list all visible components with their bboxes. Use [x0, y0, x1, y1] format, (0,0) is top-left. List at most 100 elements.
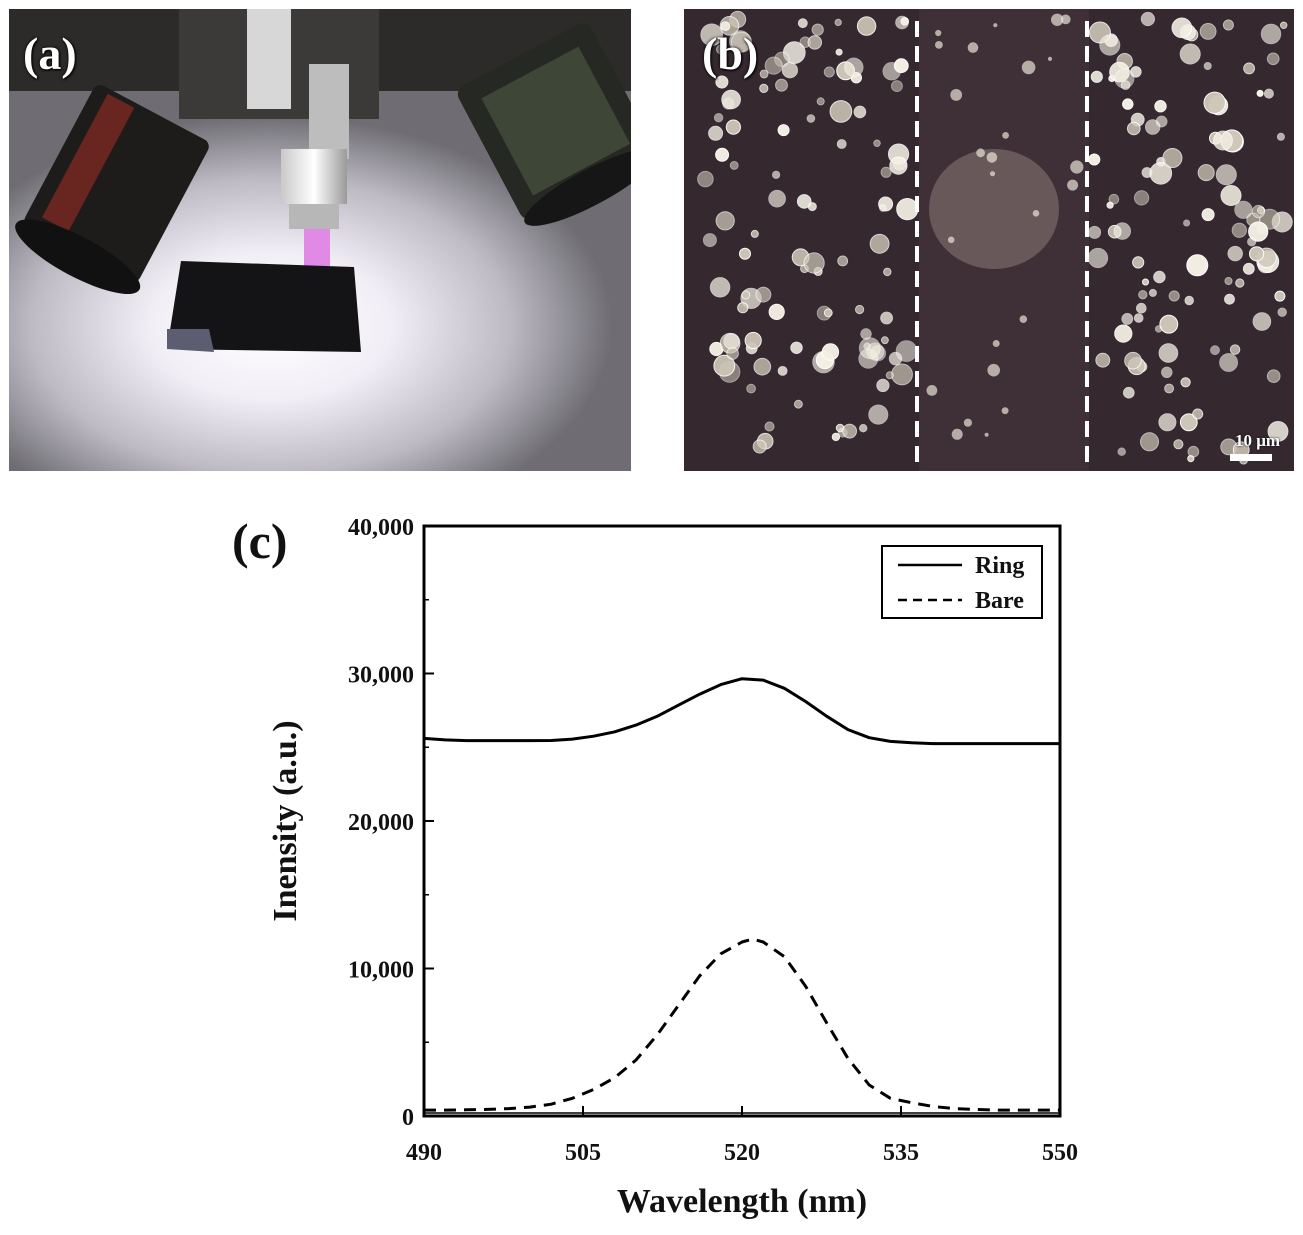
crystal-particle — [1124, 351, 1142, 370]
x-tick-label: 535 — [883, 1140, 919, 1166]
crystal-particle — [806, 114, 816, 123]
crystal-particle — [794, 399, 803, 409]
panel-a-photo: (a) — [9, 9, 631, 471]
crystal-particle — [708, 125, 724, 141]
crystal-particle — [1199, 23, 1217, 40]
crystal-particle — [1277, 307, 1287, 317]
crystal-particle — [1274, 290, 1286, 302]
crystal-particle — [1280, 21, 1288, 29]
crystal-particle — [1201, 208, 1215, 222]
y-tick-label: 0 — [402, 1105, 414, 1131]
crystal-particle — [1164, 383, 1175, 394]
x-tick-label: 505 — [565, 1140, 601, 1166]
crystal-particle — [856, 16, 877, 36]
crystal-particle — [1276, 132, 1285, 141]
crystal-particle — [737, 302, 749, 314]
crystal-particle — [1051, 13, 1064, 26]
y-tick-label: 40,000 — [348, 515, 414, 541]
crystal-particle — [1267, 421, 1289, 442]
crystal-particle — [1215, 164, 1237, 186]
crystal-particle — [781, 62, 799, 79]
crystal-particle — [1021, 60, 1036, 75]
crystal-particle — [823, 308, 833, 318]
crystal-particle — [1243, 62, 1255, 75]
crystal-particle — [1133, 313, 1144, 323]
crystal-particle — [863, 342, 871, 351]
crystal-particle — [752, 439, 767, 454]
crystal-particle — [1138, 290, 1148, 300]
crystal-particle — [1203, 62, 1212, 70]
crystal-particle — [895, 340, 918, 362]
crystal-particle — [1158, 413, 1177, 432]
crystal-particle — [775, 78, 788, 92]
crystal-particle — [1227, 245, 1243, 262]
series-line-bare — [424, 937, 1060, 1112]
crystal-particle — [726, 347, 739, 360]
crystal-particle — [744, 331, 762, 350]
crystal-particle — [1168, 290, 1180, 302]
crystal-particle — [1140, 11, 1155, 27]
crystal-particle — [1002, 132, 1009, 139]
crystal-particle — [1047, 56, 1053, 62]
y-tick-label: 30,000 — [348, 663, 414, 689]
crystal-particle — [1249, 246, 1265, 262]
crystal-particle — [764, 56, 783, 75]
crystal-particle — [1197, 164, 1215, 182]
micrograph-image — [684, 9, 1294, 471]
crystal-particle — [831, 432, 841, 442]
crystal-particle — [713, 113, 724, 123]
crystal-particle — [935, 41, 943, 49]
crystal-particle — [855, 304, 865, 315]
crystal-particle — [1032, 210, 1040, 217]
crystal-particle — [963, 418, 972, 427]
crystal-particle — [869, 233, 890, 254]
crystal-particle — [1159, 314, 1179, 334]
crystal-particle — [1154, 325, 1163, 333]
crystal-particle — [829, 100, 853, 123]
crystal-particle — [868, 404, 889, 425]
crystal-particle — [811, 23, 824, 36]
crystal-particle — [891, 80, 903, 92]
crystal-particle — [1122, 98, 1134, 110]
crystal-particle — [1117, 447, 1126, 456]
y-axis-title: Inensity (a.u.) — [267, 720, 304, 921]
crystal-particle — [796, 194, 812, 209]
crystal-particle — [836, 139, 847, 149]
crystal-particle — [853, 105, 867, 119]
crystal-particle — [1224, 277, 1233, 285]
crystal-particle — [986, 152, 998, 163]
crystal-particle — [1242, 262, 1255, 275]
x-axis-title: Wavelength (nm) — [617, 1183, 867, 1220]
x-axis: 490 505 520 535 550 — [406, 1106, 1078, 1166]
crystal-particle — [768, 189, 786, 208]
crystal-particle — [1060, 14, 1071, 25]
crystal-particle — [1001, 407, 1009, 415]
crystal-particle — [1184, 295, 1194, 306]
crystal-particle — [1224, 293, 1235, 305]
crystal-particle — [753, 357, 772, 376]
crystal-particle — [883, 267, 892, 277]
crystal-particle — [837, 255, 849, 267]
crystal-particle — [834, 18, 842, 26]
crystal-particle — [713, 354, 736, 377]
crystal-particle — [1154, 100, 1167, 113]
crystal-particle — [1235, 278, 1245, 288]
panel-c-label: (c) — [232, 513, 288, 569]
crystal-particle — [715, 147, 730, 162]
crystal-particle — [1210, 345, 1220, 356]
crystal-particle — [731, 31, 752, 53]
crystal-particle — [1158, 343, 1179, 363]
crystal-particle — [1145, 119, 1161, 135]
crystal-particle — [1142, 278, 1149, 286]
crystal-particle — [1266, 52, 1280, 66]
panel-b-micrograph: (b) 10 μm — [684, 9, 1294, 471]
crystal-particle — [951, 428, 963, 440]
crystal-particle — [803, 252, 825, 274]
crystal-particle — [1090, 70, 1103, 83]
crystal-particle — [950, 89, 963, 101]
crystal-particle — [715, 75, 729, 89]
spectrum-chart: (c) 0 10,000 20,000 30,000 40,000 490 505 520 5… — [232, 513, 1078, 1220]
crystal-particle — [1234, 200, 1253, 219]
legend-label-bare: Bare — [975, 588, 1024, 614]
crystal-particle — [755, 286, 772, 303]
